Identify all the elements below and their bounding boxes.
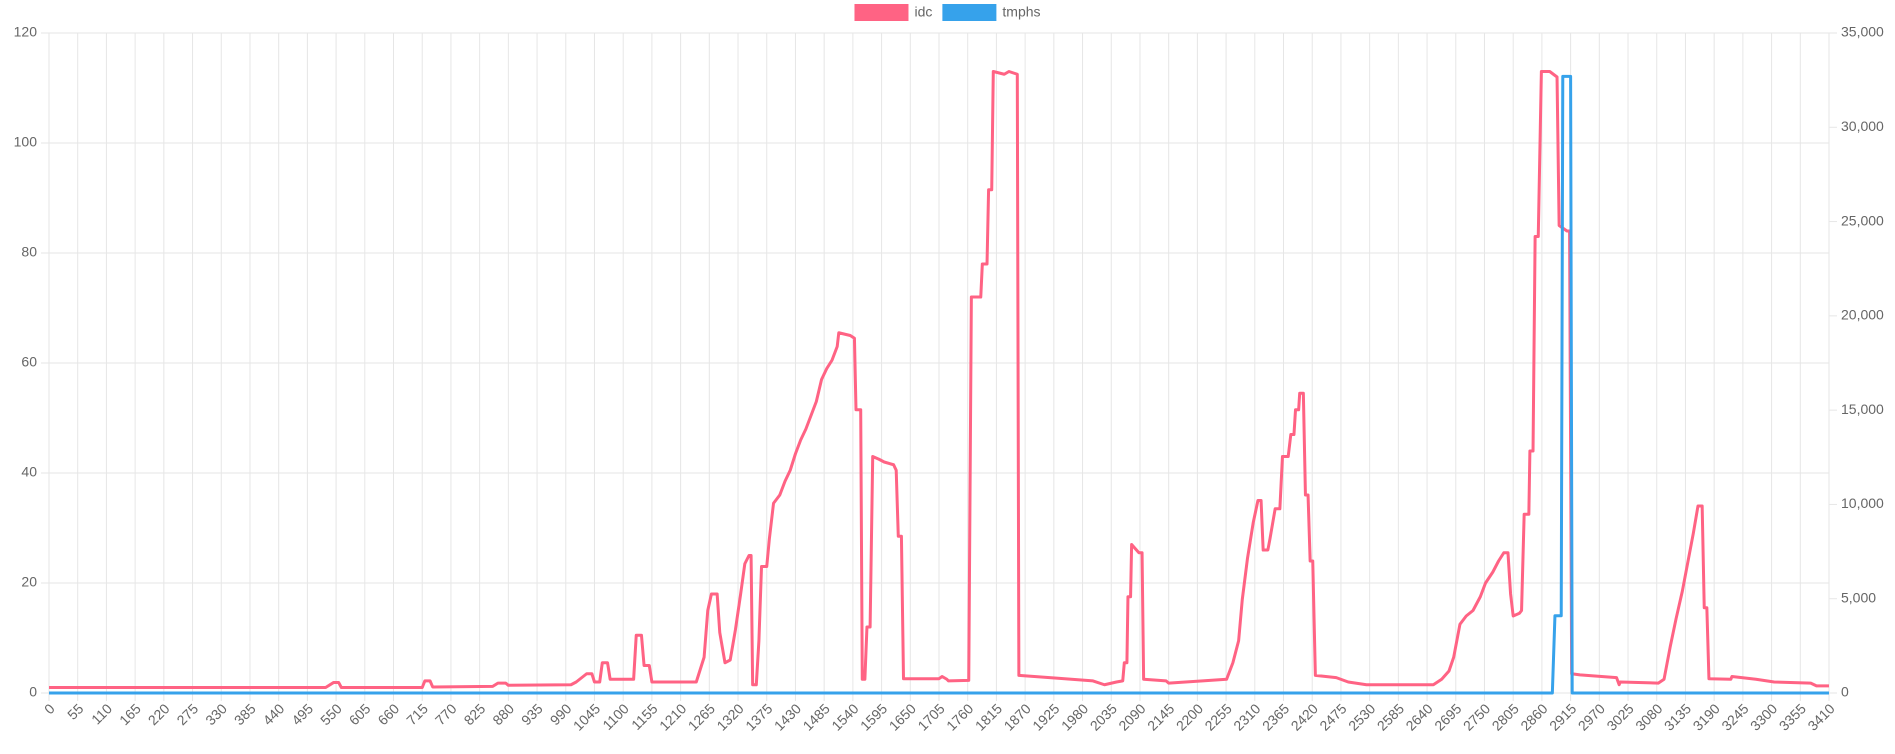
x-tick-label: 3135	[1661, 700, 1694, 733]
x-tick-label: 1265	[685, 700, 718, 733]
x-tick-label: 1210	[656, 700, 689, 733]
x-tick-label: 3190	[1690, 700, 1723, 733]
y2-tick-label: 30,000	[1841, 118, 1884, 134]
x-tick-label: 165	[116, 700, 144, 728]
x-tick-label: 2970	[1575, 700, 1608, 733]
x-tick-label: 2530	[1345, 700, 1378, 733]
x-tick-label: 2310	[1230, 700, 1263, 733]
x-tick-label: 1870	[1001, 700, 1034, 733]
x-tick-label: 1485	[800, 700, 833, 733]
x-tick-label: 3355	[1776, 700, 1809, 733]
y-tick-label: 60	[21, 354, 37, 370]
x-tick-label: 1430	[771, 700, 804, 733]
y-tick-label: 100	[14, 134, 38, 150]
x-tick-label: 2640	[1402, 700, 1435, 733]
x-tick-label: 1925	[1029, 700, 1062, 733]
x-tick-label: 880	[489, 700, 517, 728]
x-tick-label: 55	[64, 700, 86, 722]
x-tick-label: 2860	[1517, 700, 1550, 733]
y2-tick-label: 35,000	[1841, 24, 1884, 40]
y2-tick-label: 0	[1841, 684, 1849, 700]
x-tick-label: 440	[260, 700, 288, 728]
x-tick-label: 0	[41, 700, 58, 717]
y-tick-label: 0	[29, 684, 37, 700]
x-tick-label: 2475	[1316, 700, 1349, 733]
x-tick-label: 605	[346, 700, 374, 728]
x-tick-label: 3025	[1603, 700, 1636, 733]
x-tick-label: 1705	[914, 700, 947, 733]
legend-swatch	[942, 4, 997, 21]
x-tick-label: 2695	[1431, 700, 1464, 733]
x-tick-label: 2420	[1288, 700, 1321, 733]
x-tick-label: 2145	[1144, 700, 1177, 733]
x-tick-label: 1815	[972, 700, 1005, 733]
y2-tick-label: 25,000	[1841, 212, 1884, 228]
x-tick-label: 1980	[1058, 700, 1091, 733]
x-tick-label: 385	[231, 700, 259, 728]
x-tick-label: 935	[518, 700, 546, 728]
x-tick-label: 2915	[1546, 700, 1579, 733]
x-tick-label: 2750	[1460, 700, 1493, 733]
x-tick-label: 3410	[1804, 700, 1837, 733]
y2-tick-label: 15,000	[1841, 401, 1884, 417]
x-tick-label: 1760	[943, 700, 976, 733]
x-tick-label: 3300	[1747, 700, 1780, 733]
y2-tick-label: 5,000	[1841, 589, 1876, 605]
x-tick-label: 825	[461, 700, 489, 728]
x-tick-label: 1320	[713, 700, 746, 733]
x-tick-label: 330	[202, 700, 230, 728]
x-tick-label: 2090	[1115, 700, 1148, 733]
x-tick-label: 1540	[828, 700, 861, 733]
x-tick-label: 1155	[628, 700, 661, 733]
y-tick-label: 40	[21, 464, 37, 480]
x-tick-label: 550	[317, 700, 345, 728]
legend-swatch	[854, 4, 909, 21]
y-tick-label: 20	[21, 574, 37, 590]
x-tick-label: 1045	[570, 700, 603, 733]
x-tick-label: 2365	[1259, 700, 1292, 733]
x-tick-label: 220	[145, 700, 173, 728]
x-tick-label: 2200	[1173, 700, 1206, 733]
legend-label: idc	[914, 4, 932, 20]
x-tick-label: 275	[173, 700, 201, 728]
series-line	[49, 74, 1829, 695]
x-tick-label: 715	[403, 700, 431, 728]
y2-tick-label: 10,000	[1841, 495, 1884, 511]
x-tick-label: 2035	[1087, 700, 1120, 733]
x-tick-label: 770	[432, 700, 460, 728]
y-tick-label: 80	[21, 244, 37, 260]
y2-tick-label: 20,000	[1841, 307, 1884, 323]
x-tick-label: 3245	[1718, 700, 1751, 733]
y-tick-label: 120	[14, 24, 38, 40]
x-tick-label: 3080	[1632, 700, 1665, 733]
x-tick-label: 2255	[1201, 700, 1234, 733]
x-tick-label: 110	[88, 700, 115, 727]
x-tick-label: 1375	[742, 700, 775, 733]
x-tick-label: 2585	[1374, 700, 1407, 733]
x-tick-label: 1650	[886, 700, 919, 733]
x-tick-label: 1595	[857, 700, 890, 733]
x-tick-label: 660	[374, 700, 402, 728]
legend-label: tmphs	[1002, 4, 1040, 20]
series-line	[49, 70, 1829, 689]
x-tick-label: 1100	[599, 700, 632, 733]
x-tick-label: 495	[288, 700, 316, 728]
x-tick-label: 2805	[1489, 700, 1522, 733]
